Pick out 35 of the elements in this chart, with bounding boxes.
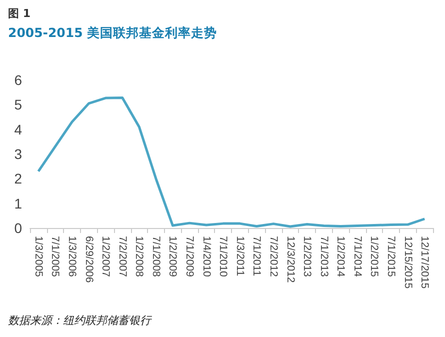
x-tick-label: 1/2/2007 (100, 236, 112, 278)
x-tick-label: 1/2/2014 (334, 236, 347, 278)
x-tick-label: 12/17/2015 (418, 236, 431, 289)
x-tick-label: 6/29/2006 (82, 236, 95, 283)
x-tick-label: 7/2/2012 (267, 236, 280, 278)
x-tick-label: 12/3/2012 (284, 236, 296, 283)
y-tick-label: 4 (14, 121, 22, 138)
chart-title: 2005-2015 美国联邦基金利率走势 (8, 25, 218, 42)
y-tick-label: 1 (14, 195, 22, 212)
x-tick-label: 7/1/2015 (385, 236, 398, 278)
x-tick-label: 7/1/2014 (351, 236, 364, 278)
x-tick-label: 1/2/2009 (166, 236, 179, 278)
x-tick-label: 7/1/2008 (150, 236, 162, 278)
y-tick-label: 5 (14, 96, 22, 113)
x-tick-label: 12/15/2015 (402, 236, 414, 289)
y-tick-label: 2 (14, 170, 22, 187)
x-tick-label: 7/1/2013 (318, 236, 330, 278)
y-tick-label: 3 (14, 146, 22, 162)
x-tick-label: 1/3/2005 (32, 236, 44, 278)
x-tick-label: 7/1/2009 (184, 236, 196, 278)
x-tick-label: 1/3/2011 (234, 236, 246, 276)
line-series (37, 96, 426, 228)
x-tick-label: 1/2/2008 (133, 236, 146, 278)
caption: 图 1 (8, 6, 32, 21)
source-note: 数据来源：纽约联邦储蓄银行 (8, 313, 151, 328)
x-tick-label: 1/2/2013 (301, 236, 314, 278)
x-tick-label: 7/1/2005 (49, 236, 62, 278)
y-tick-label: 0 (14, 220, 22, 236)
x-tick-label: 7/2/2007 (116, 236, 128, 278)
x-tick-label: 7/1/2010 (217, 236, 230, 278)
x-tick-label: 7/1/2011 (250, 236, 263, 276)
x-tick-label: 1/3/2006 (66, 236, 78, 278)
y-tick-label: 6 (14, 72, 22, 88)
x-tick-label: 1/4/2010 (200, 236, 212, 278)
x-tick-label: 1/2/2015 (368, 236, 380, 278)
